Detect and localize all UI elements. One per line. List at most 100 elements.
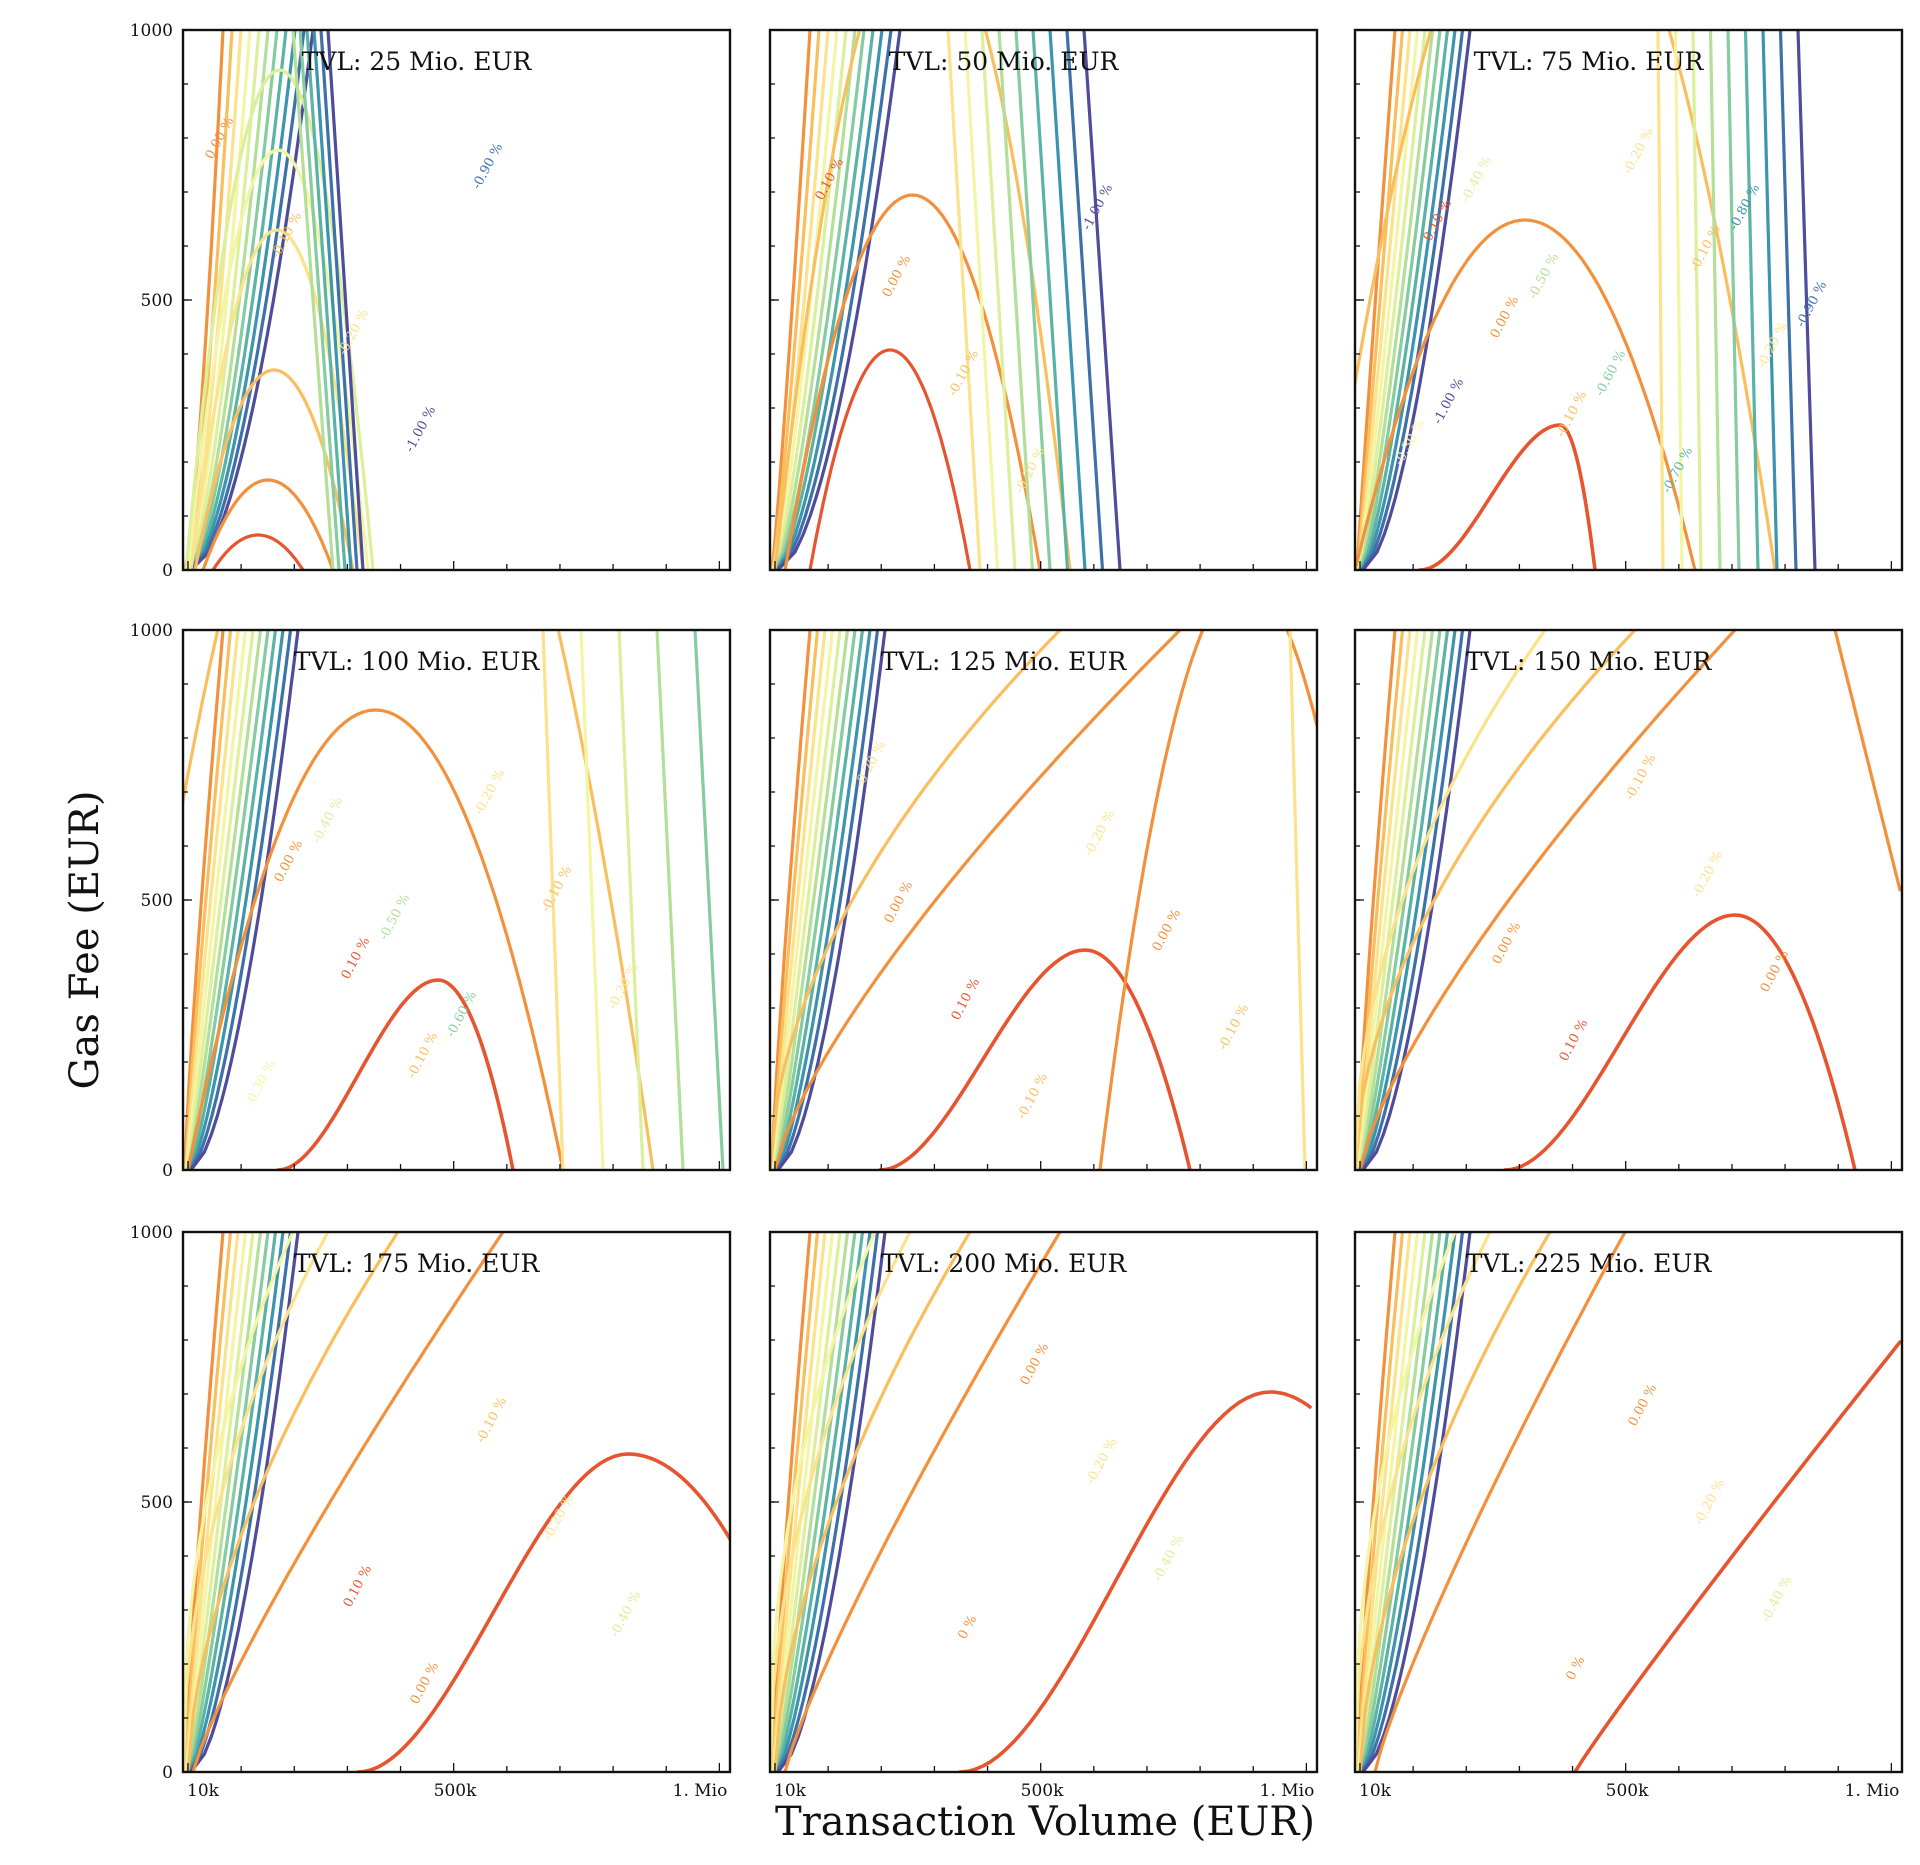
contour-line-left--0.70 <box>187 630 278 1170</box>
contour-line--0.20 <box>183 1232 330 1772</box>
contour-line-right--0.60 <box>298 30 341 570</box>
contour-line-left--0.80 <box>188 630 285 1170</box>
contour-line--0.10 <box>1358 1232 1552 1772</box>
contour-line--0.30 <box>183 1232 295 1772</box>
contour-line-right--0.50 <box>1708 30 1722 570</box>
contour-line-0.00 <box>783 193 1042 570</box>
contour-line-right--0.80 <box>1048 30 1087 570</box>
contour-label: -0.30 % <box>243 1058 280 1109</box>
contour-line-left--0.70 <box>187 30 288 570</box>
contour-line-left--0.70 <box>1359 30 1450 570</box>
contour-label: -0.40 % <box>1759 1574 1796 1625</box>
contour-line-right--0.50 <box>291 30 335 570</box>
contour-line-left--0.80 <box>188 30 297 570</box>
contour-label: 0.10 % <box>341 1563 376 1610</box>
contour-label: 0.00 % <box>1150 907 1185 954</box>
panel-title: TVL: 200 Mio. EUR <box>881 1249 1128 1278</box>
panel-grid: 0.00 % -0.10 % -0.20 % -1.00 % -0.90 % TVL: 2… <box>130 21 1904 1801</box>
contour-line-left--0.50 <box>186 630 263 1170</box>
contour-line-left--0.30 <box>772 630 835 1170</box>
contour-line-0.10 <box>958 1390 1312 1772</box>
contour-label: -1.00 % <box>1431 376 1468 427</box>
contour-label: 0.00 % <box>880 253 915 300</box>
contour-label: -0.50 % <box>1526 251 1563 302</box>
contour-line-left--0.80 <box>775 1232 872 1772</box>
contour-line-0.10 <box>878 948 1192 1170</box>
contour-line--0.30 <box>1355 1232 1457 1772</box>
contour-line--0.20 <box>189 228 365 570</box>
contour-label: -0.10 % <box>539 864 576 915</box>
contour-line-left--0.50 <box>1358 630 1435 1170</box>
contour-line-right--0.20 <box>1656 30 1665 570</box>
contour-label: 0.10 % <box>949 976 984 1023</box>
contour-label: 0.00 % <box>1018 1341 1053 1388</box>
contour-lines <box>183 630 725 1170</box>
contour-line-0.00 <box>783 1232 1062 1772</box>
contour-line-left--0.80 <box>188 1232 285 1772</box>
contour-line--0.10 <box>770 630 1062 1170</box>
contour-line-right--0.40 <box>980 30 1017 570</box>
contour-line-left--0.10 <box>771 30 821 570</box>
contour-label: -0.20 % <box>541 1492 578 1543</box>
contour-line-left--0.10 <box>184 630 233 1170</box>
contour-line-left--0.70 <box>774 30 875 570</box>
contour-line-left--0.60 <box>774 630 857 1170</box>
contour-line-left--0.10 <box>771 630 820 1170</box>
contour-label: -0.10 % <box>1015 1071 1052 1122</box>
contour-label: -0.20 % <box>1690 849 1727 900</box>
contour-line-left--1.00 <box>189 1232 300 1772</box>
contour-line-left--0.50 <box>773 1232 850 1772</box>
panel-title: TVL: 100 Mio. EUR <box>294 647 541 676</box>
contour-line-left--0.50 <box>773 630 850 1170</box>
contour-label: 0 % <box>955 1613 980 1642</box>
contour-label: -0.20 % <box>472 767 509 818</box>
contour-line-left--0.60 <box>1359 1232 1442 1772</box>
contour-line-left--0.50 <box>1358 30 1435 570</box>
contour-line-left--0.70 <box>1359 1232 1450 1772</box>
contour-line-right--0.40 <box>1691 30 1703 570</box>
contour-line-0.00 <box>186 708 565 1170</box>
contour-line-0.00 <box>201 478 335 570</box>
y-tick-label: 500 <box>141 891 173 911</box>
contour-line--0.20 <box>770 1232 912 1772</box>
contour-line--0.10 <box>1355 30 1777 570</box>
contour-line-0.10 <box>1573 1340 1902 1772</box>
contour-line-left--0.20 <box>771 1232 827 1772</box>
contour-line-left--0.80 <box>1360 30 1457 570</box>
contour-line-right--1.00 <box>326 30 365 570</box>
contour-line-left--0.80 <box>1360 1232 1457 1772</box>
contour-line-left--0.20 <box>184 1232 240 1772</box>
contour-line-left--0.90 <box>1360 1232 1465 1772</box>
contour-label: 0.00 % <box>1490 920 1525 967</box>
x-tick-label: 500k <box>1021 1781 1064 1801</box>
contour-line-left--0.40 <box>1357 630 1427 1170</box>
x-tick-label: 500k <box>434 1781 477 1801</box>
contour-line-right--0.30 <box>579 630 605 1170</box>
contour-line-right--0.90 <box>1065 30 1105 570</box>
contour-line--0.40 <box>184 68 375 570</box>
contour-line-left--0.20 <box>1356 30 1412 570</box>
contour-line-left--0.40 <box>185 630 255 1170</box>
contour-line--0.10 <box>1355 630 1637 1170</box>
contour-line-left-0.00 <box>770 630 812 1170</box>
contour-line-right--0.90 <box>1778 30 1798 570</box>
contour-label: -0.40 % <box>1151 1533 1188 1584</box>
contour-line-left--0.60 <box>774 1232 857 1772</box>
contour-line-left--0.70 <box>187 1232 278 1772</box>
panel-title: TVL: 75 Mio. EUR <box>1474 47 1705 76</box>
contour-label: -0.20 % <box>1692 1477 1729 1528</box>
contour-line--0.10 <box>193 368 355 570</box>
contour-line-0.10 <box>211 533 305 570</box>
contour-line--0.10 <box>773 1232 972 1772</box>
contour-line-left--1.00 <box>189 630 300 1170</box>
contour-line-left--1.00 <box>776 30 902 570</box>
contour-label: -0.90 % <box>470 141 507 192</box>
contour-line-left--0.30 <box>185 1232 248 1772</box>
contour-line-left--1.00 <box>776 1232 887 1772</box>
x-tick-label: 1. Mio <box>673 1781 728 1801</box>
x-axis-label: Transaction Volume (EUR) <box>775 1799 1315 1845</box>
contour-label: -0.50 % <box>377 892 414 943</box>
contour-line-0.00 <box>1355 218 1697 570</box>
contour-line-0.00 <box>1373 1232 1627 1772</box>
contour-line-left--0.50 <box>186 1232 263 1772</box>
